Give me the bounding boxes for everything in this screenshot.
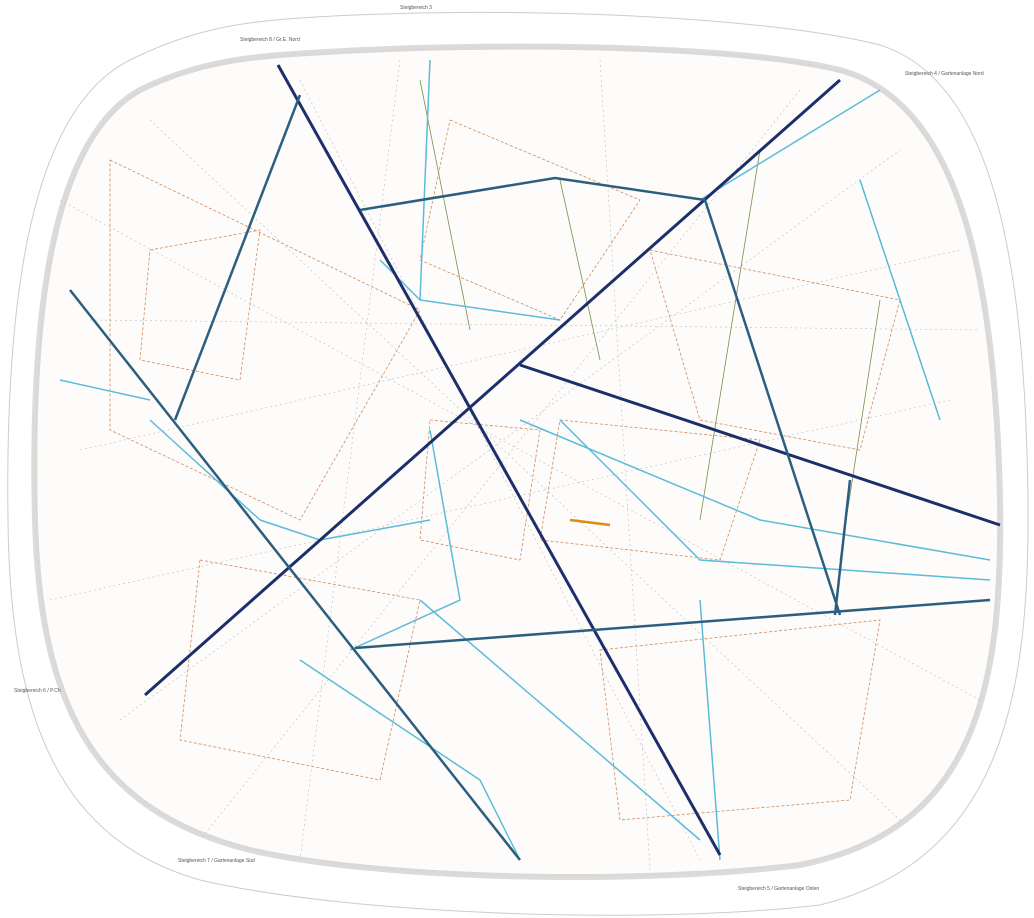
area-label: Steigbereich 8 / Gr.E. Nord [240, 37, 300, 43]
area-label: Steigbereich 4 / Gartenanlage Nord [905, 71, 984, 77]
site-plan: Steigbereich 3 Steigbereich 8 / Gr.E. No… [0, 0, 1034, 918]
area-label: Steigbereich 7 / Gartenanlage Süd [178, 858, 255, 864]
area-label: Steigbereich 3 [400, 5, 432, 11]
area-label: Steigbereich 5 / Gartenanlage Osten [738, 886, 819, 892]
area-label: Steigbereich 6 / P.Ch [14, 688, 61, 694]
plan-drawing [8, 12, 1028, 915]
